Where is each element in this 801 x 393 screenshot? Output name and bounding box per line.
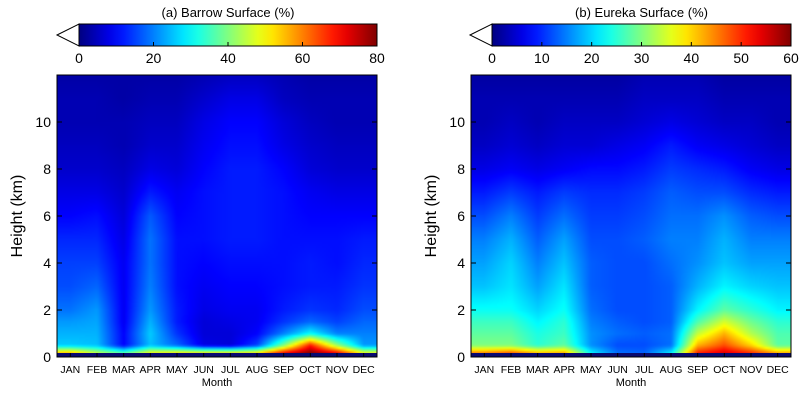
- x-tick-label: JAN: [474, 364, 494, 376]
- y-tick-label: 4: [457, 255, 465, 271]
- x-tick-label: FEB: [501, 364, 521, 376]
- heatmap-field: [57, 75, 377, 357]
- y-axis-label: Height (km): [9, 175, 26, 258]
- colorbar-tick-label: 40: [220, 50, 236, 66]
- x-tick-label: NOV: [326, 364, 349, 376]
- y-tick-label: 2: [43, 302, 51, 318]
- x-tick-label: DEC: [767, 364, 790, 376]
- x-tick-label: DEC: [353, 364, 376, 376]
- colorbar-tick-label: 0: [488, 50, 496, 66]
- x-tick-label: AUG: [660, 364, 683, 376]
- x-tick-label: SEP: [687, 364, 708, 376]
- colorbar-tick-label: 20: [584, 50, 600, 66]
- heatmap-image: [57, 75, 377, 357]
- y-tick-label: 8: [43, 161, 51, 177]
- x-tick-label: OCT: [713, 364, 736, 376]
- x-tick-label: AUG: [246, 364, 269, 376]
- x-tick-label: SEP: [273, 364, 294, 376]
- colorbar-underflow-triangle: [55, 23, 80, 47]
- colorbar-tick-label: 0: [75, 50, 83, 66]
- y-tick-label: 4: [43, 255, 51, 271]
- x-axis-label: Month: [202, 377, 233, 389]
- y-tick-label: 8: [457, 161, 465, 177]
- colorbar-underflow-triangle: [468, 23, 493, 47]
- panel-1: 0 2 4 6 8 10 JAN FEB MAR APR MAY JUN JUL AUG SEP OCT NOV…: [423, 5, 799, 389]
- x-tick-label: JUN: [193, 364, 213, 376]
- heatmap-field: [471, 75, 791, 357]
- x-tick-label: FEB: [87, 364, 107, 376]
- y-tick-label: 0: [457, 349, 465, 365]
- colorbar-tick-label: 30: [634, 50, 650, 66]
- x-axis-label: Month: [616, 377, 647, 389]
- heatmap-image: [471, 75, 791, 357]
- x-tick-label: MAY: [166, 364, 188, 376]
- colorbar-tick-label: 60: [783, 50, 799, 66]
- y-axis-label: Height (km): [423, 175, 440, 258]
- x-tick-label: OCT: [299, 364, 322, 376]
- y-tick-label: 10: [35, 114, 51, 130]
- colorbar-tick-label: 10: [534, 50, 550, 66]
- colorbar-tick-label: 40: [684, 50, 700, 66]
- y-tick-label: 2: [457, 302, 465, 318]
- panel-0: 0 2 4 6 8 10 JAN FEB MAR APR MAY JUN JUL AUG SEP OCT NOV…: [9, 5, 385, 389]
- surface-band: [471, 353, 791, 357]
- x-tick-label: NOV: [740, 364, 763, 376]
- x-tick-label: JUL: [221, 364, 240, 376]
- x-tick-label: MAR: [112, 364, 136, 376]
- surface-band: [57, 353, 377, 357]
- x-tick-label: JUN: [607, 364, 627, 376]
- y-tick-label: 0: [43, 349, 51, 365]
- colorbar-title: (b) Eureka Surface (%): [575, 5, 708, 20]
- y-tick-label: 6: [457, 208, 465, 224]
- x-tick-label: JAN: [60, 364, 80, 376]
- x-tick-label: MAY: [580, 364, 602, 376]
- y-tick-label: 10: [449, 114, 465, 130]
- x-tick-label: APR: [554, 364, 576, 376]
- x-tick-label: APR: [140, 364, 162, 376]
- x-tick-label: JUL: [635, 364, 654, 376]
- colorbar-tick-label: 80: [369, 50, 385, 66]
- colorbar-tick-label: 50: [733, 50, 749, 66]
- x-tick-label: MAR: [526, 364, 550, 376]
- y-tick-label: 6: [43, 208, 51, 224]
- colorbar-tick-label: 20: [146, 50, 162, 66]
- colorbar-tick-label: 60: [295, 50, 311, 66]
- colorbar-title: (a) Barrow Surface (%): [162, 5, 295, 20]
